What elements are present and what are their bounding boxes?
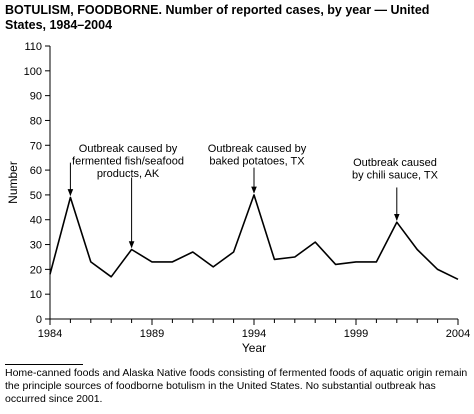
x-tick-label: 1989 bbox=[140, 328, 164, 340]
annotation-label: Outbreak caused bbox=[353, 157, 437, 169]
x-tick-label: 2004 bbox=[446, 328, 470, 340]
annotation-label: by chili sauce, TX bbox=[352, 170, 439, 182]
y-tick-label: 30 bbox=[30, 240, 42, 252]
y-tick-label: 110 bbox=[24, 41, 42, 53]
footnote-divider bbox=[5, 364, 83, 365]
x-tick-label: 1984 bbox=[38, 328, 62, 340]
y-tick-label: 20 bbox=[30, 264, 42, 276]
chart-title-rest: Number of reported cases, by year — Unit… bbox=[5, 3, 430, 32]
y-tick-label: 60 bbox=[30, 165, 42, 177]
y-tick-label: 50 bbox=[30, 190, 42, 202]
x-axis-title: Year bbox=[242, 341, 266, 355]
chart-title-bold: BOTULISM, FOODBORNE. bbox=[5, 3, 162, 17]
y-axis-title: Number bbox=[6, 161, 20, 204]
y-tick-label: 70 bbox=[30, 140, 42, 152]
annotation-label: baked potatoes, TX bbox=[209, 156, 305, 168]
annotation-label: products, AK bbox=[97, 168, 160, 180]
y-tick-label: 90 bbox=[30, 91, 42, 103]
footnote: Home-canned foods and Alaska Native food… bbox=[5, 367, 468, 405]
x-tick-label: 1994 bbox=[242, 328, 266, 340]
y-tick-label: 40 bbox=[30, 215, 42, 227]
x-tick-label: 1999 bbox=[344, 328, 368, 340]
annotation-label: Outbreak caused by bbox=[79, 143, 178, 155]
chart-title: BOTULISM, FOODBORNE. Number of reported … bbox=[5, 3, 469, 33]
y-tick-label: 0 bbox=[36, 314, 42, 326]
y-tick-label: 100 bbox=[24, 66, 42, 78]
y-tick-label: 80 bbox=[30, 115, 42, 127]
series-line bbox=[49, 194, 459, 281]
y-tick-label: 10 bbox=[30, 289, 42, 301]
annotation-label: fermented fish/seafood bbox=[72, 156, 184, 168]
annotation-label: Outbreak caused by bbox=[208, 143, 307, 155]
